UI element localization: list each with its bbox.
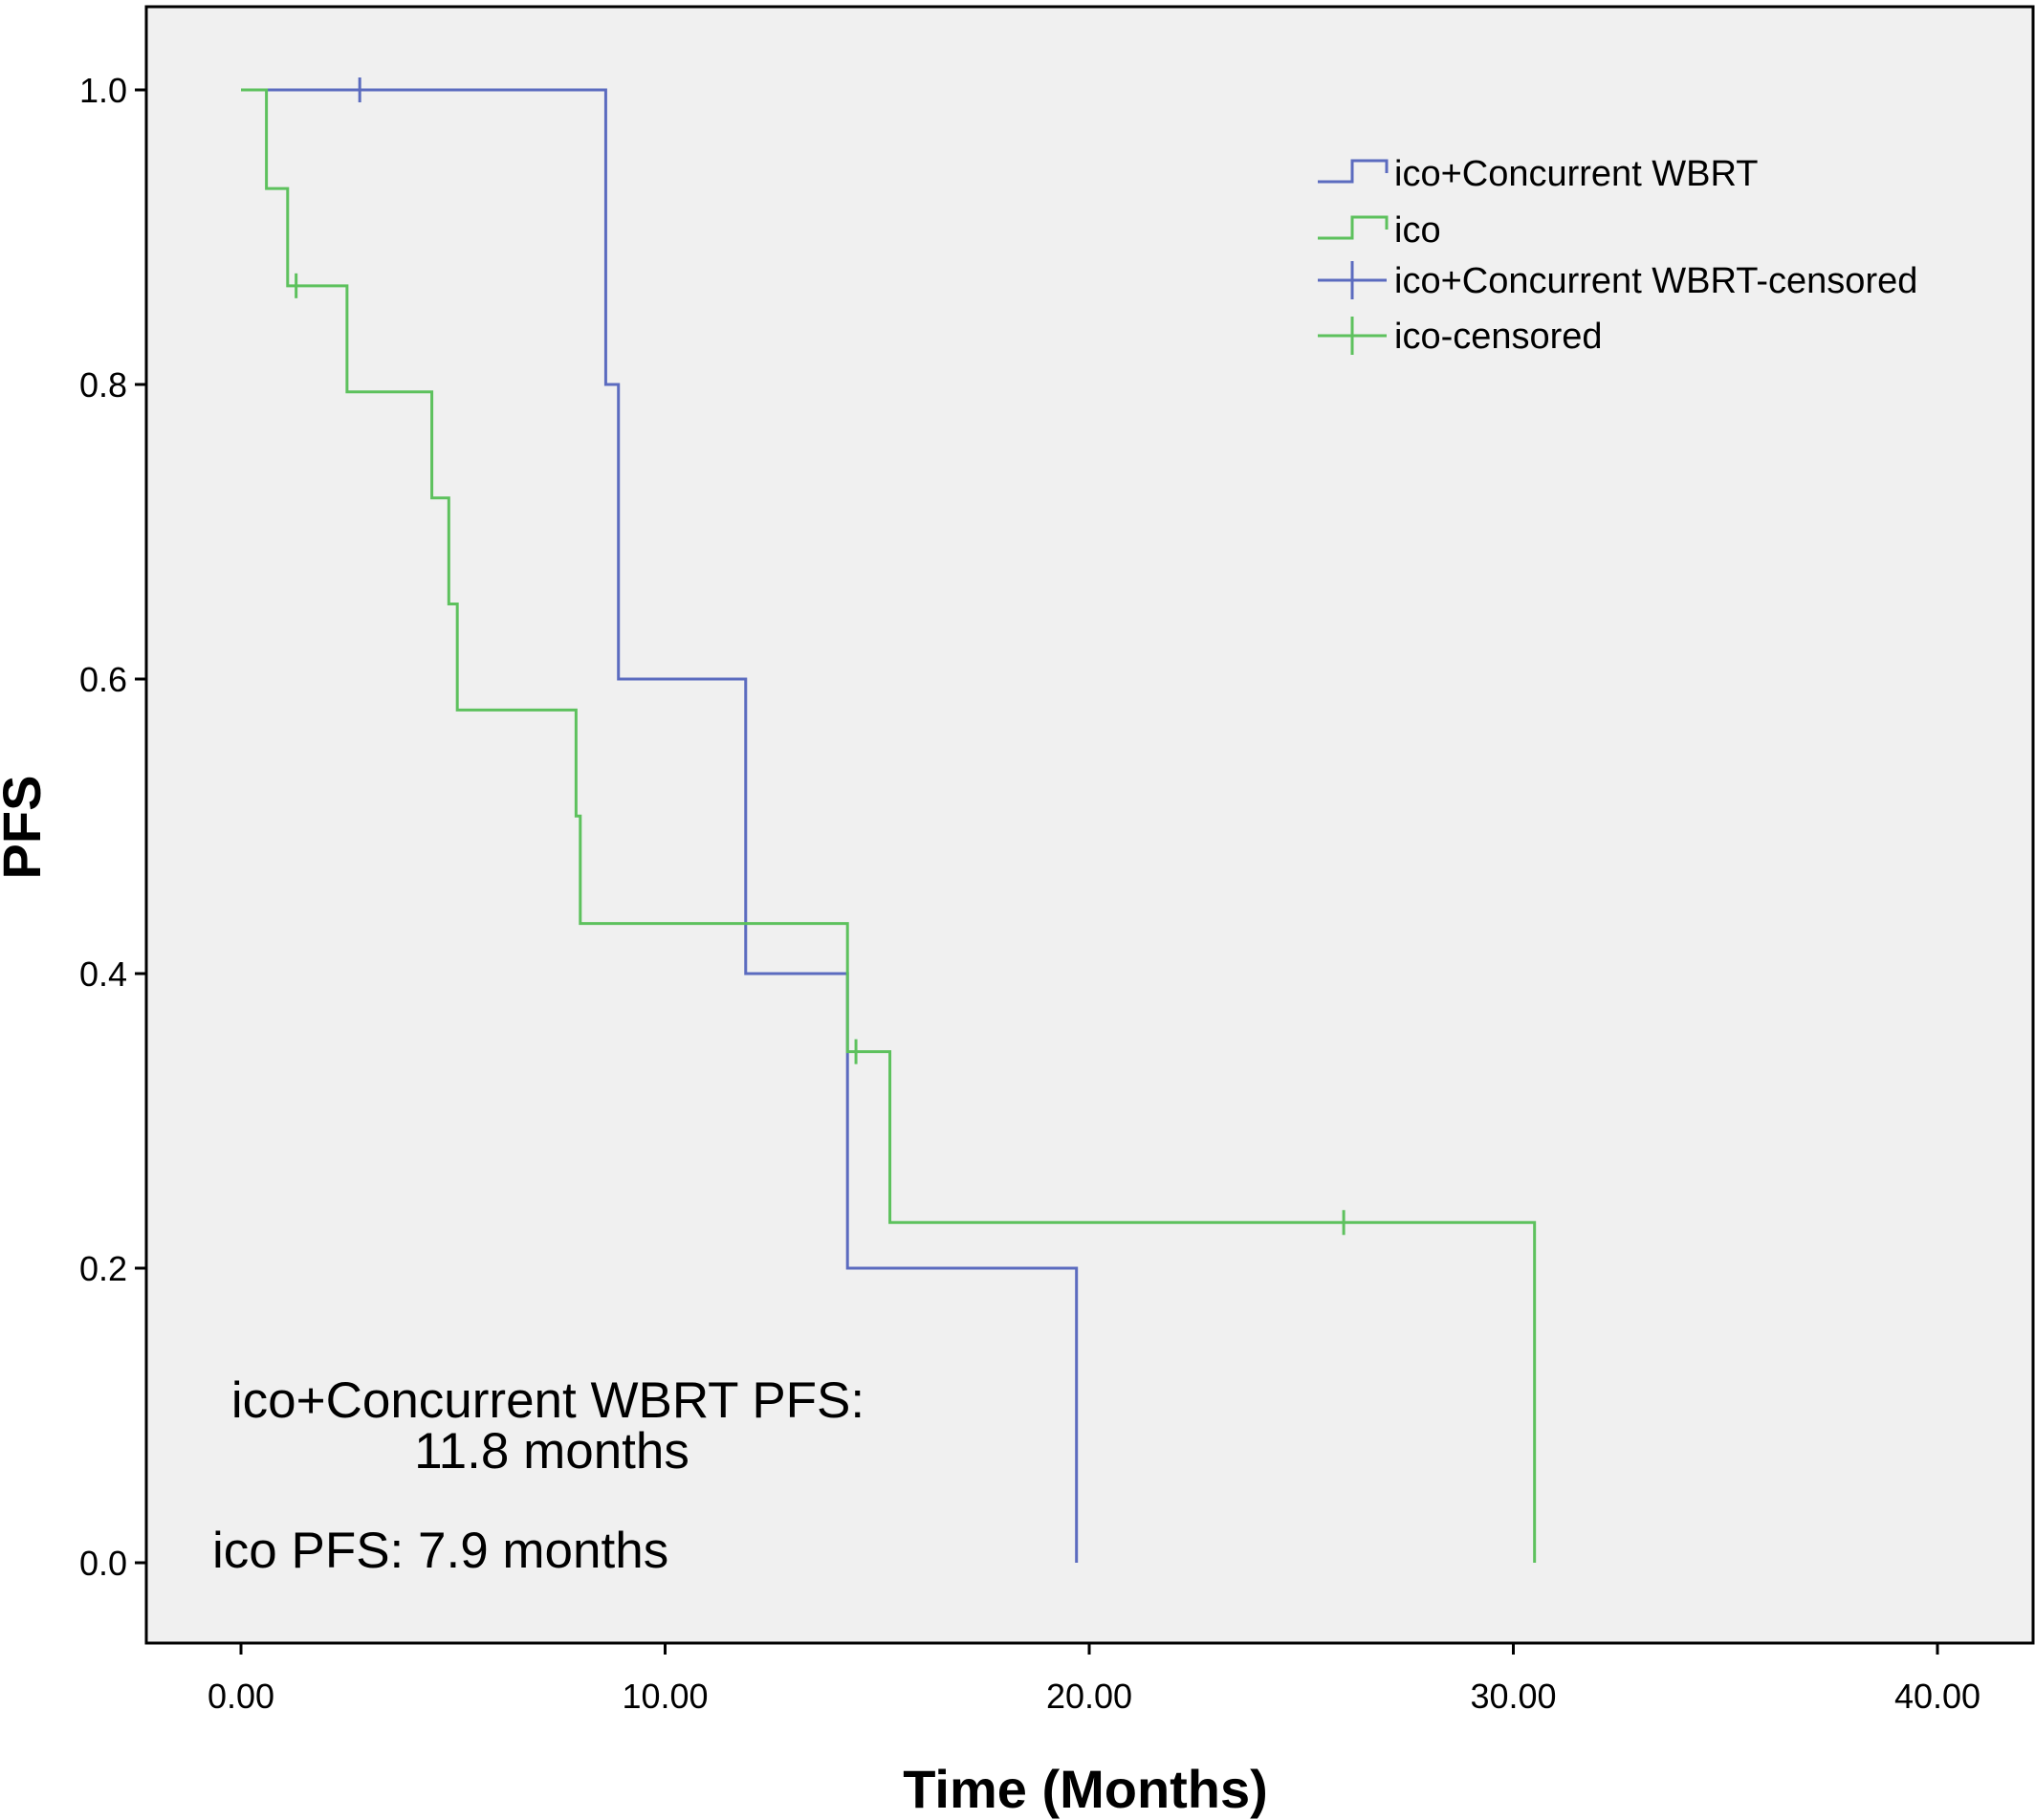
annotation-wbrt-pfs-line1: ico+Concurrent WBRT PFS:	[231, 1372, 864, 1429]
y-axis-title: PFS	[0, 776, 52, 880]
legend-swatch	[1318, 159, 1389, 184]
legend-label: ico-censored	[1394, 317, 1603, 357]
plot-area	[144, 5, 2035, 1645]
series-layer	[241, 88, 1537, 1563]
legend-swatch	[1318, 215, 1389, 240]
y-tick-label: 0.4	[79, 954, 127, 994]
annotation-wbrt-pfs-line2: 11.8 months	[414, 1423, 689, 1480]
km-curve-ico	[241, 88, 1537, 1563]
y-tick-label: 1.0	[79, 71, 127, 110]
x-tick-label: 20.00	[1046, 1677, 1132, 1716]
y-tick-label: 0.6	[79, 660, 127, 699]
legend-label: ico+Concurrent WBRT-censored	[1394, 261, 1917, 301]
censor-layer	[295, 77, 1346, 1236]
y-tick-label: 0.2	[79, 1249, 127, 1288]
y-axis: 0.0 0.2 0.4 0.6 0.8 1.0	[79, 71, 146, 1583]
legend: ico+Concurrent WBRT ico ico+Concurrent WBR…	[1318, 154, 1917, 357]
x-tick-label: 10.00	[622, 1677, 708, 1716]
y-tick-label: 0.0	[79, 1544, 127, 1583]
x-axis-title: Time (Months)	[903, 1759, 1268, 1819]
x-axis: 0.00 10.00 20.00 30.00 40.00	[208, 1643, 1980, 1716]
x-tick-label: 40.00	[1894, 1677, 1980, 1716]
x-tick-label: 0.00	[208, 1677, 274, 1716]
y-tick-label: 0.8	[79, 365, 127, 405]
legend-label: ico+Concurrent WBRT	[1394, 154, 1758, 194]
x-tick-label: 30.00	[1470, 1677, 1556, 1716]
km-curve-wbrt	[241, 88, 1079, 1563]
annotation-ico-pfs: ico PFS: 7.9 months	[212, 1523, 668, 1579]
legend-label: ico	[1394, 210, 1441, 251]
